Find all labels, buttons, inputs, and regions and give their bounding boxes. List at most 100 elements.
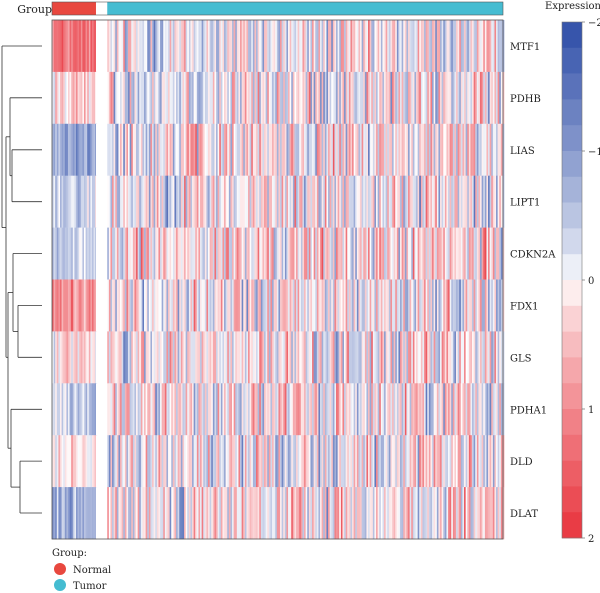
heatmap-cell [379,175,382,228]
heatmap-cell [500,71,503,125]
heatmap-cell [209,383,212,436]
heatmap-cell [371,331,374,384]
heatmap-cell [168,279,170,332]
heatmap-cell [456,279,458,332]
heatmap-cell [174,71,177,125]
heatmap-cell [192,383,194,436]
heatmap-cell [334,279,337,332]
heatmap-cell [288,123,290,176]
heatmap-cell [275,71,278,125]
heatmap-cell [288,383,290,436]
heatmap-cell [182,71,185,125]
heatmap-cell [77,175,80,228]
heatmap-cell [174,383,177,436]
heatmap-cell [465,71,468,125]
heatmap-cell [137,227,140,280]
heatmap-cell [144,71,146,125]
heatmap-cell [142,435,145,488]
heatmap-cell [55,279,58,332]
heatmap-cell [494,487,497,540]
heatmap-cell [308,227,311,280]
heatmap-cell [198,435,201,488]
heatmap-gap [95,331,108,384]
heatmap-cell [225,435,228,488]
heatmap-cell [209,20,212,73]
heatmap-cell [193,227,196,280]
heatmap-cell [448,20,450,73]
heatmap-cell [411,227,414,280]
heatmap-cell [212,71,215,125]
colorbar-step [562,357,582,384]
heatmap-cell [77,20,80,73]
heatmap-cell [198,279,201,332]
heatmap-cell [124,175,127,228]
heatmap-cell [326,123,329,176]
heatmap-cell [79,435,82,488]
heatmap-cell [483,175,486,228]
heatmap-cell [252,331,255,384]
heatmap-cell [256,20,258,73]
heatmap-cell [222,20,225,73]
heatmap-cell [118,20,121,73]
heatmap-cell [377,123,380,176]
heatmap-cell [136,175,138,228]
heatmap-cell [312,227,314,280]
heatmap-cell [465,123,468,176]
heatmap-cell [281,227,284,280]
heatmap-cell [112,279,114,332]
heatmap-cell [79,487,82,540]
heatmap-cell [419,123,422,176]
heatmap-cell [305,175,308,228]
heatmap-cell [451,435,454,488]
heatmap-cell [332,123,335,176]
heatmap-cell [180,435,183,488]
heatmap-cell [454,175,457,228]
heatmap-cell [462,487,465,540]
heatmap-cell [401,20,404,73]
heatmap-cell [307,331,310,384]
heatmap-cell [353,487,356,540]
heatmap-cell [286,487,289,540]
heatmap-cell [428,175,431,228]
heatmap-cell [241,175,244,228]
heatmap-cell [308,383,311,436]
heatmap-cell [472,227,474,280]
heatmap-cell [115,123,118,176]
heatmap-cell [128,123,130,176]
heatmap-cell [217,435,220,488]
heatmap-cell [225,383,228,436]
heatmap-cell [206,279,209,332]
heatmap-cell [336,123,338,176]
heatmap-cell [344,435,346,488]
heatmap-cell [420,175,423,228]
heatmap-cell [118,227,121,280]
heatmap-cell [385,20,388,73]
heatmap-cell [449,227,452,280]
heatmap-cell [249,383,252,436]
heatmap-cell [377,71,380,125]
heatmap-cell [198,175,201,228]
heatmap-cell [273,123,276,176]
heatmap-cell [441,331,444,384]
heatmap-cell [185,227,188,280]
heatmap-cell [66,331,69,384]
heatmap-border [51,19,504,540]
heatmap-cell [443,435,446,488]
heatmap-cell [289,175,292,228]
heatmap-cell [251,279,254,332]
heatmap-cell [69,435,72,488]
heatmap-cell [441,123,444,176]
heatmap-cell [408,435,410,488]
heatmap-cell [155,175,158,228]
heatmap-cell [484,487,487,540]
heatmap-cell [316,175,319,228]
heatmap-cell [387,123,390,176]
heatmap-cell [185,71,188,125]
heatmap-cell [382,279,385,332]
heatmap-cell [230,279,233,332]
heatmap-cell [193,123,196,176]
heatmap-cell [348,487,351,540]
heatmap-cell [436,383,439,436]
heatmap-cell [304,331,306,384]
heatmap-cell [132,123,135,176]
